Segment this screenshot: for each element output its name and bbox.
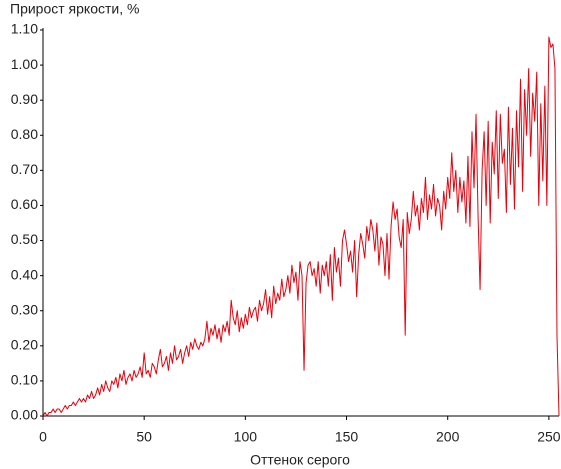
- x-tick-label: 250: [537, 429, 561, 445]
- y-tick-label: 1.10: [11, 21, 38, 37]
- y-tick-label: 0.90: [11, 91, 38, 107]
- chart-title: Прирост яркости, %: [10, 1, 139, 17]
- y-tick-label: 0.00: [11, 407, 38, 423]
- y-tick-label: 0.50: [11, 231, 38, 247]
- x-tick-label: 0: [39, 429, 47, 445]
- y-tick-label: 0.20: [11, 337, 38, 353]
- y-tick-label: 0.80: [11, 126, 38, 142]
- y-tick-label: 0.70: [11, 161, 38, 177]
- y-tick-label: 0.10: [11, 372, 38, 388]
- x-tick-label: 200: [436, 429, 460, 445]
- x-axis-label: Оттенок серого: [250, 452, 350, 468]
- y-tick-label: 1.00: [11, 56, 38, 72]
- y-tick-label: 0.60: [11, 196, 38, 212]
- y-tick-label: 0.30: [11, 301, 38, 317]
- x-tick-label: 50: [136, 429, 152, 445]
- x-tick-label: 150: [335, 429, 359, 445]
- x-tick-label: 100: [234, 429, 258, 445]
- y-tick-label: 0.40: [11, 266, 38, 282]
- data-line: [42, 36, 560, 417]
